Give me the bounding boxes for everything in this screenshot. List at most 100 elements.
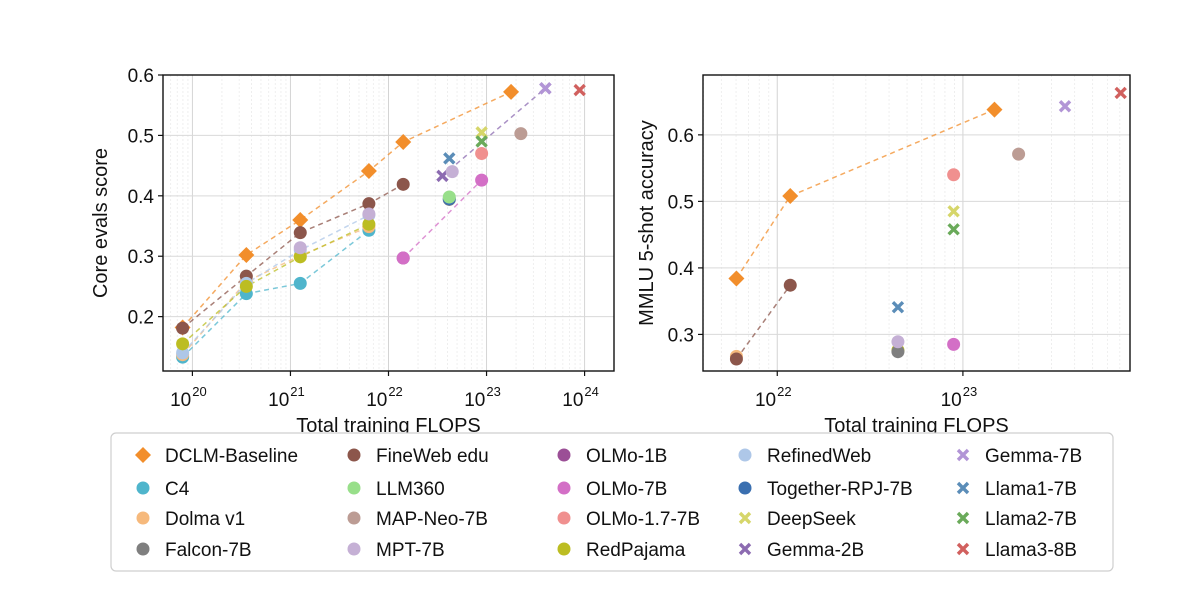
y-tick-label: 0.5 — [128, 126, 154, 147]
data-point-llama3-8b — [1114, 86, 1127, 100]
legend-marker-olmo-7b — [557, 481, 571, 495]
legend-item-fineweb-edu: FineWeb edu — [347, 446, 489, 467]
legend-item-llama3-8b: Llama3-8B — [956, 540, 1077, 561]
data-point-mpt-7b — [362, 207, 376, 221]
data-point-map-neo-7b — [1012, 147, 1026, 161]
legend-marker-dclm-baseline — [135, 447, 151, 463]
y-axis-label: MMLU 5-shot accuracy — [636, 120, 658, 326]
legend-label: OLMo-1B — [586, 446, 667, 467]
legend-item-mpt-7b: MPT-7B — [347, 540, 445, 561]
y-tick-label: 0.4 — [128, 187, 155, 208]
data-point-fineweb-edu — [783, 278, 797, 292]
legend-item-falcon-7b: Falcon-7B — [136, 540, 252, 561]
y-tick-label: 0.5 — [668, 192, 694, 213]
legend-label: Dolma v1 — [165, 509, 245, 530]
data-point-olmo-7b — [396, 251, 410, 265]
data-point-map-neo-7b — [514, 127, 528, 141]
data-point-llama1-7b — [443, 152, 456, 165]
x-axis-label: Total training FLOPS — [824, 415, 1009, 437]
data-point-redpajama — [239, 279, 253, 293]
legend-item-llama1-7b: Llama1-7B — [956, 479, 1077, 500]
legend-label: C4 — [165, 479, 190, 500]
data-point-fineweb-edu — [362, 197, 376, 211]
series-line-fineweb-edu — [182, 183, 404, 329]
legend-marker-map-neo-7b — [347, 511, 361, 525]
y-tick-label: 0.4 — [668, 259, 695, 280]
legend-marker-refinedweb — [738, 448, 752, 462]
legend-label: RedPajama — [586, 540, 686, 561]
data-point-olmo-1-7-7b — [475, 147, 489, 161]
data-point-olmo-7b — [475, 173, 489, 187]
legend-marker-olmo-1-7-7b — [557, 511, 571, 525]
data-point-fineweb-edu — [176, 321, 190, 335]
data-point-olmo-1-7-7b — [947, 168, 961, 182]
legend-item-map-neo-7b: MAP-Neo-7B — [347, 509, 488, 530]
legend-marker-llm360 — [347, 481, 361, 495]
legend-box — [110, 432, 1114, 572]
x-axis-label: Total training FLOPS — [296, 415, 481, 437]
data-point-redpajama — [362, 217, 376, 231]
legend-label: DCLM-Baseline — [165, 446, 298, 467]
x-tick-label: 1024 — [562, 384, 599, 411]
x-tick-label: 1021 — [268, 384, 305, 411]
legend-item-refinedweb: RefinedWeb — [738, 446, 871, 467]
chart-panel-1: 0.2 0.3 0.4 0.5 0.6 1020 1021 1022 1023 1024 Total… — [90, 66, 615, 437]
legend-label: Gemma-2B — [767, 540, 864, 561]
y-tick-label: 0.3 — [668, 325, 694, 346]
data-point-gemma-7b — [539, 82, 552, 95]
legend-marker-gemma-2b — [738, 542, 752, 556]
legend: DCLM-Baseline C4 Dolma v1 Falcon-7B FineWeb … — [110, 432, 1114, 572]
data-point-fineweb-edu — [729, 352, 743, 366]
legend-item-deepseek: DeepSeek — [738, 509, 856, 530]
legend-marker-deepseek — [738, 511, 752, 525]
data-point-olmo-7b — [947, 337, 961, 351]
legend-item-gemma-2b: Gemma-2B — [738, 540, 864, 561]
legend-item-dolma-v1: Dolma v1 — [136, 509, 245, 530]
legend-marker-gemma-7b — [956, 448, 970, 462]
legend-marker-dolma-v1 — [136, 511, 150, 525]
grid-lines — [702, 75, 1130, 371]
data-point-fineweb-edu — [396, 177, 410, 191]
legend-marker-olmo-1b — [557, 448, 571, 462]
data-point-llm360 — [442, 190, 456, 204]
legend-item-olmo-7b: OLMo-7B — [557, 479, 667, 500]
legend-marker-falcon-7b — [136, 542, 150, 556]
legend-label: OLMo-1.7-7B — [586, 509, 700, 530]
series-line-fineweb-edu — [735, 284, 791, 360]
legend-item-gemma-7b: Gemma-7B — [956, 446, 1082, 467]
data-point-dclm-baseline — [728, 270, 745, 287]
data-point-dclm-baseline — [782, 188, 799, 205]
series-line-dclm-baseline — [182, 91, 512, 329]
legend-marker-llama1-7b — [956, 481, 970, 495]
data-point-llama1-7b — [891, 300, 905, 314]
legend-item-dclm-baseline: DCLM-Baseline — [135, 446, 298, 467]
data-point-llama2-7b — [947, 223, 960, 236]
legend-label: LLM360 — [376, 479, 445, 500]
legend-marker-llama2-7b — [956, 511, 970, 525]
data-point-redpajama — [176, 337, 190, 351]
legend-label: Falcon-7B — [165, 540, 252, 561]
data-point-redpajama — [293, 250, 307, 264]
legend-label: DeepSeek — [767, 509, 856, 530]
y-tick-label: 0.6 — [128, 66, 154, 87]
grid-lines — [163, 74, 614, 371]
series-line-refinedweb — [182, 214, 370, 354]
x-tick-label: 1023 — [464, 384, 501, 411]
legend-item-c4: C4 — [136, 479, 190, 500]
series-line-c4 — [182, 229, 370, 358]
data-point-dclm-baseline — [986, 101, 1003, 118]
data-point-llama3-8b — [573, 83, 586, 97]
legend-label: Together-RPJ-7B — [767, 479, 913, 500]
data-point-dclm-baseline — [238, 247, 255, 264]
data-point-dclm-baseline — [503, 83, 520, 100]
series-line-redpajama — [182, 223, 370, 345]
data-point-deepseek — [947, 205, 960, 218]
y-tick-label: 0.6 — [668, 126, 694, 147]
series-line-gemma-2b — [441, 87, 546, 177]
data-point-llama2-7b — [475, 135, 488, 148]
x-tick-label: 1020 — [170, 384, 207, 411]
data-point-falcon-7b — [891, 345, 905, 359]
series-line-olmo-7b — [402, 179, 483, 259]
data-point-mpt-7b — [891, 335, 905, 349]
data-point-mpt-7b — [293, 241, 307, 255]
